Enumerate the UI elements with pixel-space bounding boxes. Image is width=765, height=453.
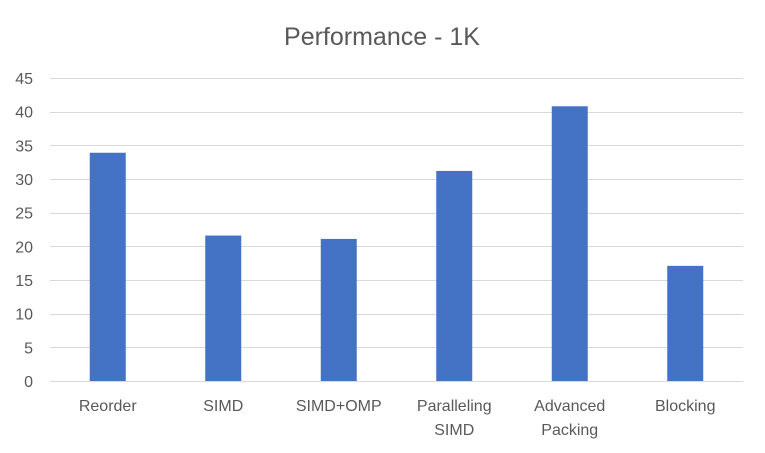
x-tick-label-line: SIMD (434, 422, 474, 439)
bar (320, 238, 357, 381)
x-tick-label: SIMD (203, 398, 243, 415)
chart-title: Performance - 1K (284, 23, 480, 51)
x-tick-label: Reorder (79, 398, 137, 415)
y-tick-label: 10 (15, 307, 33, 324)
bar (551, 106, 588, 381)
x-tick-label-line: Advanced (534, 398, 605, 415)
x-tick-label: Advanced Packing (534, 398, 605, 439)
x-tick-label-line: Packing (541, 422, 598, 439)
x-tick-label-line: Paralleling (417, 398, 492, 415)
x-tick-label: SIMD+OMP (296, 398, 382, 415)
bar (436, 170, 473, 381)
x-tick-label-line: Reorder (79, 398, 137, 415)
y-tick-label: 45 (15, 71, 33, 88)
y-tick-label: 25 (15, 206, 33, 223)
bars (89, 106, 704, 381)
x-tick-label-line: SIMD+OMP (296, 398, 382, 415)
x-tick-label: Paralleling SIMD (417, 398, 492, 439)
y-tick-label: 0 (24, 374, 33, 391)
y-tick-label: 20 (15, 239, 33, 256)
y-tick-label: 30 (15, 172, 33, 189)
y-tick-label: 15 (15, 273, 33, 290)
y-tick-label: 40 (15, 105, 33, 122)
x-tick-label-line: SIMD (203, 398, 243, 415)
x-tick-label-line: Blocking (655, 398, 715, 415)
bar (667, 265, 704, 381)
gridlines (50, 78, 743, 348)
y-tick-label: 5 (24, 340, 33, 357)
y-tick-labels: 0 5 10 15 20 25 30 35 40 45 (15, 71, 33, 391)
bar (89, 152, 126, 381)
y-tick-label: 35 (15, 138, 33, 155)
bar (205, 235, 242, 381)
x-tick-labels: Reorder SIMD SIMD+OMP Paralleling SIMD Advanc… (79, 398, 716, 439)
x-tick-label: Blocking (655, 398, 715, 415)
